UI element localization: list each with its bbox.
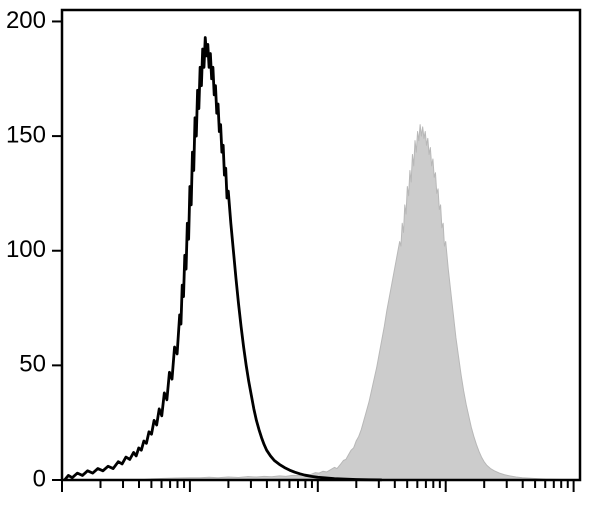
y-tick-label: 100 [6,236,46,263]
series-outline [65,38,382,480]
y-tick-label: 150 [6,121,46,148]
y-tick-label: 0 [33,465,46,492]
y-tick-label: 200 [6,7,46,34]
series-filled [139,125,580,480]
chart-canvas: 0 50 100 150 200 [0,0,590,529]
y-tick-label: 50 [19,351,46,378]
flow-cytometry-histogram: 0 50 100 150 200 [0,0,590,529]
plot-border [62,10,580,480]
